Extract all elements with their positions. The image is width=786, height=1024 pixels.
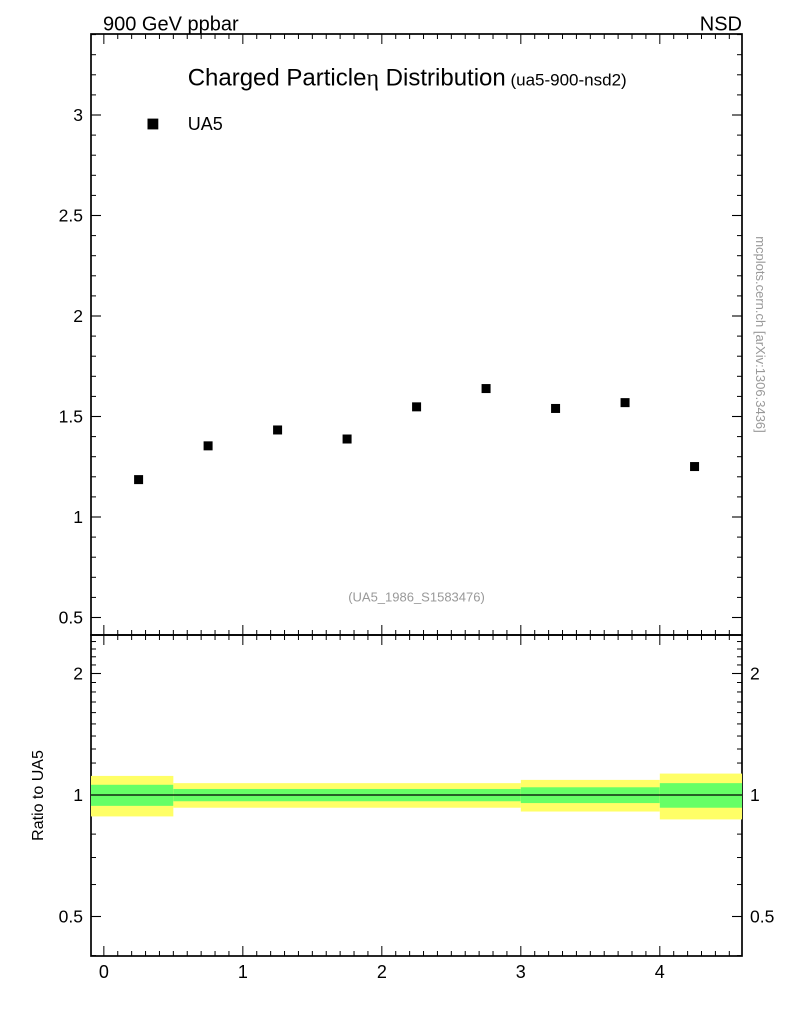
svg-text:0.5: 0.5 xyxy=(750,907,774,927)
svg-text:Ratio to UA5: Ratio to UA5 xyxy=(30,750,47,841)
svg-text:2: 2 xyxy=(73,664,83,684)
svg-text:2.5: 2.5 xyxy=(59,206,83,226)
svg-text:0.5: 0.5 xyxy=(59,608,83,628)
svg-text:900 GeV ppbar: 900 GeV ppbar xyxy=(103,14,239,36)
svg-text:(UA5_1986_S1583476): (UA5_1986_S1583476) xyxy=(348,589,485,604)
svg-text:0: 0 xyxy=(99,962,109,982)
svg-text:1: 1 xyxy=(73,785,83,805)
svg-text:1: 1 xyxy=(750,785,760,805)
svg-text:NSD: NSD xyxy=(700,14,742,36)
svg-text:mcplots.cern.ch [arXiv:1306.34: mcplots.cern.ch [arXiv:1306.3436] xyxy=(753,236,768,433)
svg-text:1.5: 1.5 xyxy=(59,407,83,427)
svg-text:3: 3 xyxy=(73,105,83,125)
svg-text:UA5: UA5 xyxy=(188,114,223,134)
svg-text:0.5: 0.5 xyxy=(59,907,83,927)
svg-text:1: 1 xyxy=(238,962,248,982)
svg-text:1: 1 xyxy=(73,507,83,527)
svg-text:2: 2 xyxy=(750,664,760,684)
svg-text:2: 2 xyxy=(377,962,387,982)
svg-text:4: 4 xyxy=(655,962,665,982)
svg-text:2: 2 xyxy=(73,306,83,326)
svg-text:3: 3 xyxy=(516,962,526,982)
